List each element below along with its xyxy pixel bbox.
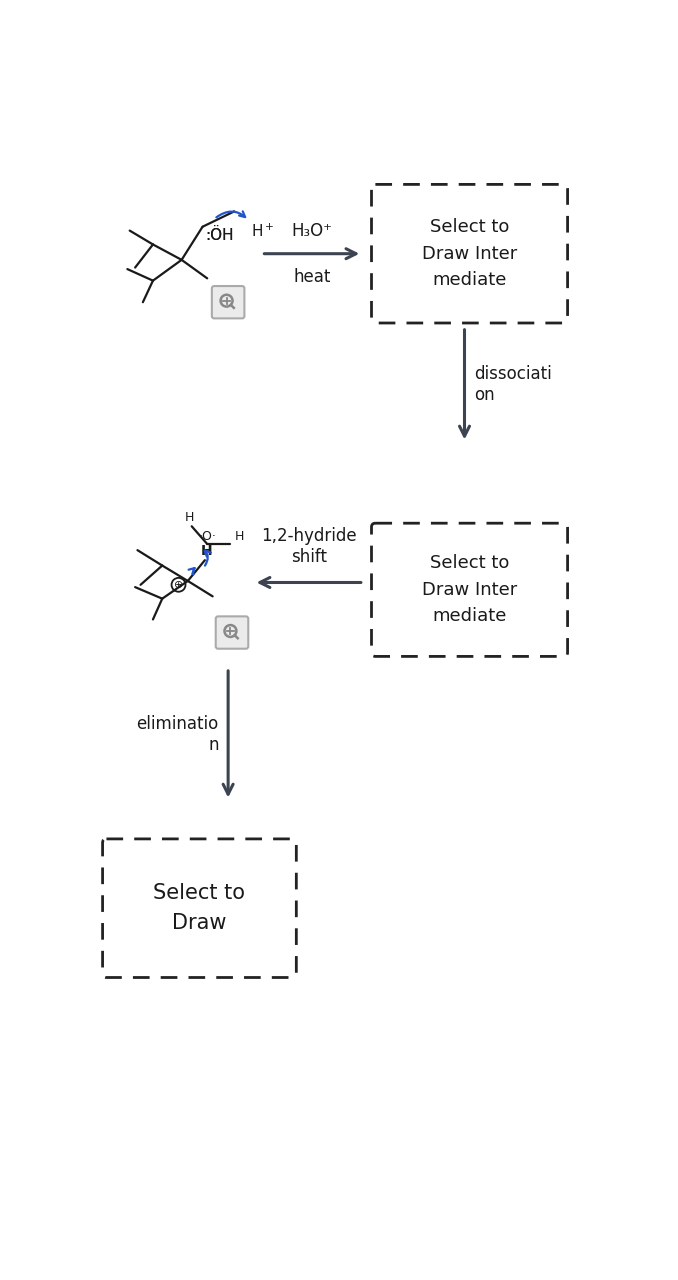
Text: H: H <box>184 511 194 524</box>
FancyBboxPatch shape <box>212 285 244 319</box>
Text: ·O·: ·O· <box>198 530 216 543</box>
Text: :OH: :OH <box>205 228 235 243</box>
Text: ⊕: ⊕ <box>174 580 183 590</box>
Text: H: H <box>235 530 243 543</box>
Text: H₃O⁺: H₃O⁺ <box>292 221 332 239</box>
Text: H$^+$: H$^+$ <box>252 223 275 241</box>
Text: H: H <box>201 544 212 558</box>
Text: Select to
Draw: Select to Draw <box>153 883 245 933</box>
Text: eliminatio
n: eliminatio n <box>136 714 219 754</box>
Text: Select to
Draw Inter
mediate: Select to Draw Inter mediate <box>422 219 517 289</box>
Text: heat: heat <box>293 268 330 285</box>
Text: dissociati
on: dissociati on <box>474 365 551 404</box>
FancyBboxPatch shape <box>216 617 248 649</box>
Text: 1,2-hydride
shift: 1,2-hydride shift <box>261 527 357 566</box>
Text: :ÖH: :ÖH <box>205 228 235 243</box>
Text: Select to
Draw Inter
mediate: Select to Draw Inter mediate <box>422 554 517 625</box>
